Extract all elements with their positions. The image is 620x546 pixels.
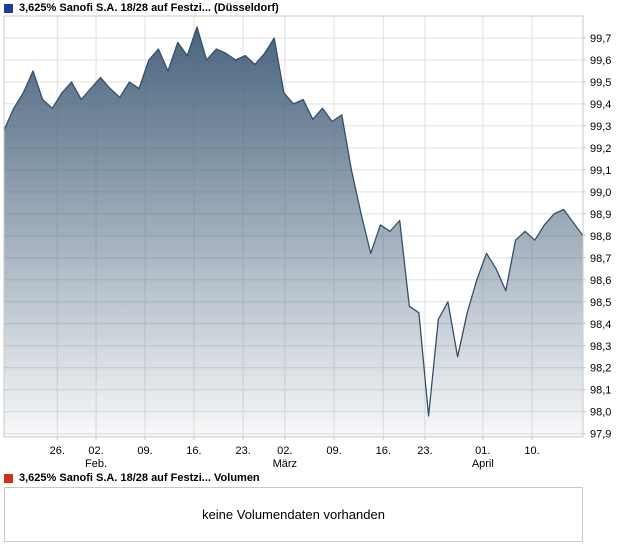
y-tick-label: 99,2 <box>590 143 611 155</box>
y-tick-label: 98,7 <box>590 253 611 265</box>
y-tick-label: 99,3 <box>590 121 611 133</box>
price-series-marker-icon <box>4 4 13 13</box>
volume-panel: keine Volumendaten vorhanden <box>4 487 583 542</box>
y-tick-label: 98,6 <box>590 275 611 287</box>
x-tick-label: 16. <box>186 445 201 457</box>
x-tick-label: 09. <box>326 445 341 457</box>
price-chart-svg: 97,9 98,0 98,1 98,2 98,3 98,4 98,5 98,6 98,7 98,8… <box>3 15 611 470</box>
price-series-label: 3,625% Sanofi S.A. 18/28 auf Festzi... (… <box>19 2 279 14</box>
y-tick-label: 98,8 <box>590 231 611 243</box>
y-tick-label: 98,3 <box>590 341 611 353</box>
x-tick-label: 02. <box>277 445 292 457</box>
y-tick-label: 98,9 <box>590 209 611 221</box>
x-tick-label: 09. <box>137 445 152 457</box>
x-tick-label: 16. <box>376 445 391 457</box>
y-tick-label: 99,7 <box>590 33 611 45</box>
x-month-label: April <box>472 458 494 470</box>
y-tick-label: 98,0 <box>590 407 611 419</box>
price-line <box>3 26 584 417</box>
no-volume-data-message: keine Volumendaten vorhanden <box>202 507 385 522</box>
x-tick-label: 01. <box>475 445 490 457</box>
volume-series-marker-icon <box>4 474 13 483</box>
price-area <box>4 27 583 437</box>
y-tick-label: 99,0 <box>590 187 611 199</box>
volume-legend: 3,625% Sanofi S.A. 18/28 auf Festzi... V… <box>4 473 260 484</box>
y-tick-label: 98,4 <box>590 319 611 331</box>
y-tick-label: 99,5 <box>590 77 611 89</box>
plot-border <box>3 15 584 438</box>
price-legend: 3,625% Sanofi S.A. 18/28 auf Festzi... (… <box>4 3 279 14</box>
y-tick-label: 98,5 <box>590 297 611 309</box>
x-tick-label: 23. <box>417 445 432 457</box>
x-month-label: Feb. <box>85 458 107 470</box>
x-month-label: März <box>273 458 297 470</box>
y-tick-label: 98,1 <box>590 385 611 397</box>
x-tick-label: 23. <box>235 445 250 457</box>
y-tick-label: 97,9 <box>590 429 611 441</box>
y-tick-label: 99,1 <box>590 165 611 177</box>
x-tick-label: 02. <box>88 445 103 457</box>
y-tick-label: 98,2 <box>590 363 611 375</box>
y-tick-label: 99,6 <box>590 55 611 67</box>
x-tick-label: 26. <box>50 445 65 457</box>
x-tick-label: 10. <box>524 445 539 457</box>
volume-series-label: 3,625% Sanofi S.A. 18/28 auf Festzi... V… <box>19 472 260 484</box>
y-tick-label: 99,4 <box>590 99 611 111</box>
